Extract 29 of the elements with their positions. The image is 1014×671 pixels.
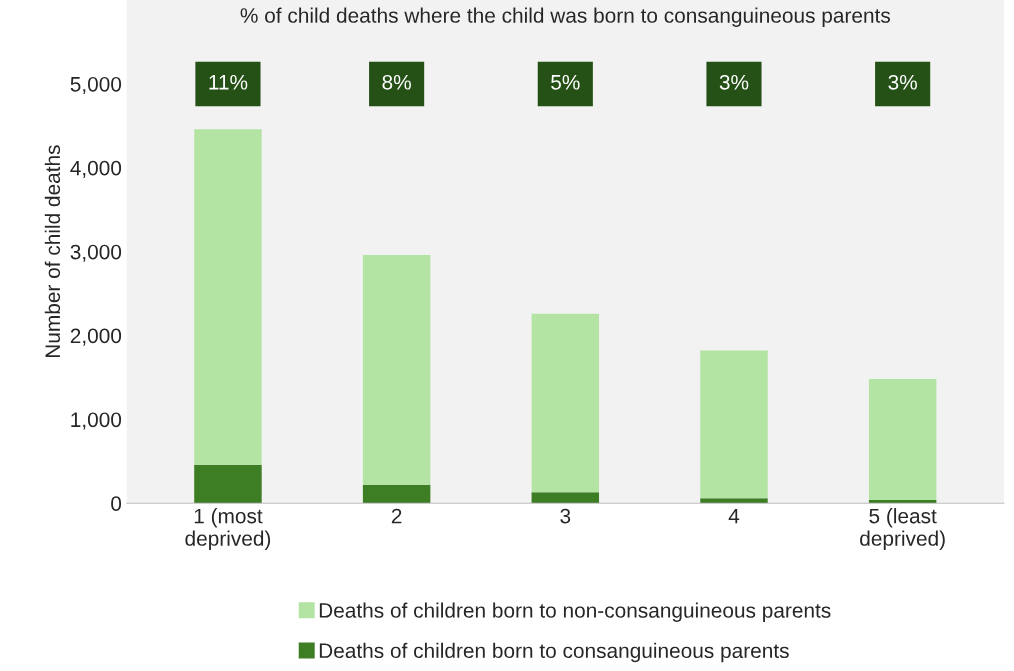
- y-tick-label: 5,000: [70, 76, 122, 95]
- annotation: 3%: [719, 74, 749, 90]
- bar: [194, 129, 262, 465]
- y-tick-label: 0: [111, 496, 122, 511]
- annotation: 3%: [888, 74, 917, 90]
- bar: [194, 464, 262, 504]
- bar: [362, 484, 431, 504]
- bar: [531, 313, 600, 493]
- annotation: 11%: [209, 74, 248, 90]
- y-tick-label: 2,000: [70, 328, 122, 346]
- y-tick-label: 3,000: [70, 244, 122, 262]
- x-tick-label: 4: [728, 508, 740, 524]
- bar: [868, 379, 937, 500]
- annotation: 8%: [382, 74, 411, 90]
- bar: [700, 498, 768, 504]
- legend-label: Deaths of children born to consanguineous parents: [319, 642, 789, 663]
- bar: [531, 492, 600, 504]
- x-tick-label: 2: [391, 508, 402, 524]
- x-tick-label: 5 (least deprived): [860, 508, 945, 550]
- x-tick-label: 1 (most deprived): [185, 508, 271, 550]
- bar: [700, 350, 768, 499]
- y-axis-title: Number of child deaths: [44, 145, 61, 358]
- legend-label: Deaths of children born to non-consanguineous parents: [319, 602, 831, 622]
- y-tick-label: 1,000: [71, 412, 122, 430]
- annotation: 5%: [551, 74, 580, 90]
- annotation: % of child deaths where the child was born to consanguineous parents: [240, 7, 891, 27]
- bar: [362, 254, 431, 485]
- x-tick-label: 3: [560, 508, 571, 524]
- y-tick-label: 4,000: [70, 160, 122, 178]
